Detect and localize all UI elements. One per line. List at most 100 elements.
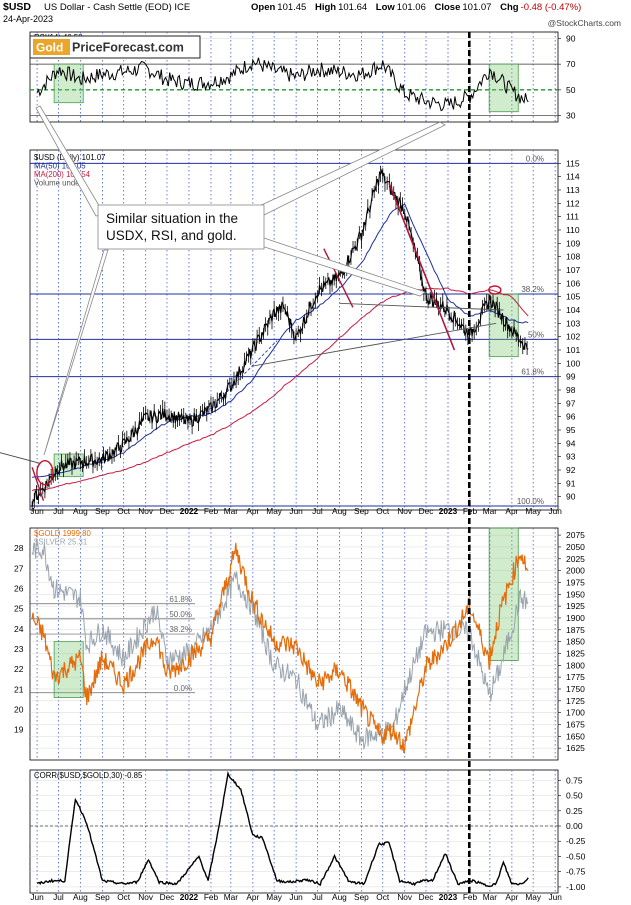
usd-fib-label: 0.0%: [526, 154, 544, 163]
y-tick-gold: 2050: [566, 542, 585, 552]
logo-gold-text: Gold: [36, 41, 63, 55]
y-tick-gold: 2075: [566, 530, 585, 540]
circle-highlight: [36, 459, 54, 486]
rsi-line: [36, 57, 529, 112]
x-month-label: Jun: [30, 892, 44, 902]
x-month-label: Feb: [204, 506, 219, 516]
stockcharts-credit: @StockCharts.com: [547, 18, 621, 28]
legend-gold: $GOLD 1999.80: [34, 529, 91, 538]
circle-highlight: [488, 285, 502, 295]
x-month-label: Jun: [289, 892, 303, 902]
x-month-label: Jun: [548, 892, 562, 902]
y-tick-corr: -0.25: [566, 836, 586, 846]
callout-box: [97, 204, 265, 250]
panel-corr: [29, 769, 559, 894]
y-tick-gold: 1850: [566, 637, 585, 647]
silver-axis-tick: 19: [14, 725, 24, 735]
x-month-label: Feb: [204, 892, 219, 902]
usd-ma200-line: [31, 287, 529, 491]
legend-corr: CORR($USD,$GOLD,30) -0.85: [34, 771, 143, 780]
x-month-label: Oct: [117, 892, 131, 902]
trendline-usd_gray2: [339, 302, 504, 311]
x-month-label: May: [266, 506, 283, 516]
x-month-label: Oct: [376, 506, 390, 516]
y-tick-gold: 1925: [566, 601, 585, 611]
silver-axis-tick: 26: [14, 584, 24, 594]
y-tick-gold: 1750: [566, 684, 585, 694]
y-tick-gold: 1875: [566, 625, 585, 635]
x-month-label: Jul: [53, 892, 64, 902]
close-value: 101.07: [462, 2, 492, 13]
x-month-label: Jul: [53, 506, 64, 516]
x-month-label: Oct: [376, 892, 390, 902]
silver-axis-tick: 27: [14, 563, 24, 573]
y-tick-gold: 1675: [566, 719, 585, 729]
silver-axis-tick: 25: [14, 604, 24, 614]
x-month-label: 2023: [439, 506, 458, 516]
y-tick-gold: 1700: [566, 708, 585, 718]
logo-rest-text: PriceForecast.com: [72, 41, 184, 55]
x-month-label: Jun: [289, 506, 303, 516]
y-tick-corr: -0.75: [566, 867, 586, 877]
logo-frame: [29, 35, 201, 59]
y-tick-gold: 1950: [566, 589, 585, 599]
y-tick-usd: 97: [566, 398, 576, 408]
open-label: Open: [251, 2, 276, 13]
y-tick-usd: 107: [566, 265, 580, 275]
chg-value: -0.48 (-0.47%): [520, 2, 582, 13]
logo-gold-block: [33, 39, 70, 55]
y-tick-usd: 90: [566, 492, 576, 502]
x-month-label: Apr: [246, 506, 259, 516]
y-tick-gold: 2000: [566, 566, 585, 576]
silver-axis-tick: 21: [14, 684, 24, 694]
silver-axis-tick: 22: [14, 664, 24, 674]
x-month-label: 2023: [439, 892, 458, 902]
y-tick-gold: 1900: [566, 613, 585, 623]
y-tick-corr: -1.00: [566, 882, 586, 892]
goldpriceforecast-logo: Gold PriceForecast.com: [29, 35, 201, 59]
x-month-label: Feb: [463, 892, 478, 902]
y-tick-corr: 0.00: [566, 821, 583, 831]
open-value: 101.45: [277, 2, 307, 13]
low-label: Low: [375, 2, 395, 13]
annotation-line2: USDX, RSI, and gold.: [106, 228, 237, 243]
x-month-label: Jun: [548, 506, 562, 516]
x-month-label: Sep: [354, 506, 369, 516]
y-tick-corr: 0.25: [566, 806, 583, 816]
legend-usd: MA(50) 103.05: [34, 162, 86, 171]
usd-fib-label: 50%: [528, 330, 544, 339]
highlight-box-gold: [488, 527, 519, 661]
x-month-label: Jun: [30, 506, 44, 516]
annotation-callout: Similar situation in the USDX, RSI, and g…: [35, 105, 446, 456]
left-ref-line: [0, 452, 41, 464]
gold-line: [31, 542, 529, 754]
y-tick-gold: 1650: [566, 731, 585, 741]
gold-fib-label: 0.0%: [174, 684, 192, 693]
x-month-label: May: [266, 892, 283, 902]
y-tick-gold: 1825: [566, 648, 585, 658]
x-month-label: Aug: [332, 506, 347, 516]
x-month-label: Sep: [354, 892, 369, 902]
corr-line: [36, 770, 529, 888]
x-month-label: 2022: [180, 892, 199, 902]
x-month-label: Jul: [312, 506, 323, 516]
x-month-label: Sep: [95, 506, 110, 516]
gold-fib-label: 50.0%: [169, 610, 192, 619]
y-tick-rsi: 50: [566, 85, 576, 95]
x-month-label: Dec: [160, 506, 175, 516]
x-month-label: Mar: [224, 892, 239, 902]
y-tick-usd: 98: [566, 385, 576, 395]
x-month-label: Nov: [397, 506, 413, 516]
y-tick-rsi: 90: [566, 33, 576, 43]
quote-line: Open 101.45 High 101.64 Low 101.06 Close 101…: [251, 2, 587, 13]
y-tick-usd: 102: [566, 332, 580, 342]
trendline-usd_red3: [388, 183, 456, 351]
gold-fib-label: 61.8%: [169, 595, 192, 604]
x-month-label: Apr: [246, 892, 259, 902]
y-tick-gold: 1975: [566, 577, 585, 587]
trendline-usd_red2: [323, 248, 354, 308]
y-tick-usd: 92: [566, 465, 576, 475]
x-month-label: Nov: [138, 506, 154, 516]
symbol: $USD: [3, 1, 32, 13]
